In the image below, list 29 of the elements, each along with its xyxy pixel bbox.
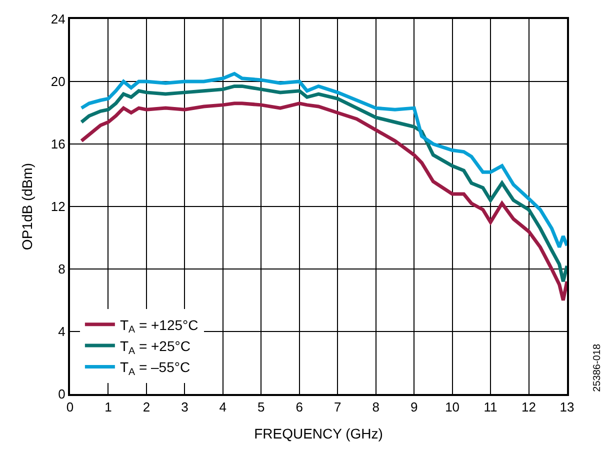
x-tick-label: 10 bbox=[445, 400, 460, 415]
legend-label: T$_{A}$ = +125°C bbox=[120, 316, 198, 336]
y-tick-label: 12 bbox=[50, 199, 66, 214]
line-series bbox=[80, 72, 567, 249]
y-tick-label: 20 bbox=[50, 74, 66, 90]
y-tick-label: 4 bbox=[58, 324, 66, 340]
x-tick-label: 8 bbox=[372, 400, 380, 415]
x-tick-label: 9 bbox=[410, 400, 418, 415]
x-tick-label: 5 bbox=[258, 400, 265, 415]
x-tick-label: 7 bbox=[334, 400, 342, 415]
x-tick-label: 11 bbox=[484, 400, 498, 415]
x-tick-label: 4 bbox=[219, 400, 227, 415]
x-axis-title: FREQUENCY (GHz) bbox=[254, 425, 383, 442]
text: 25386-018 bbox=[592, 344, 603, 392]
x-tick-label: 6 bbox=[296, 400, 303, 415]
y-tick-label: 16 bbox=[50, 136, 66, 152]
line-series bbox=[80, 84, 567, 284]
y-tick-label: 24 bbox=[50, 12, 66, 27]
x-tick-label: 3 bbox=[181, 400, 188, 415]
x-tick-label: 1 bbox=[104, 400, 112, 415]
x-tick-label: 13 bbox=[560, 400, 574, 415]
legend-label: T$_{A}$ = –55°C bbox=[120, 359, 190, 378]
y-axis-title: OP1dB (dBm) bbox=[19, 162, 36, 250]
x-tick-label: 12 bbox=[522, 400, 536, 415]
legend-label: T$_{A}$ = +25°C bbox=[120, 338, 190, 357]
line-series bbox=[80, 102, 567, 302]
y-tick-label: 0 bbox=[58, 386, 66, 402]
x-tick-label: 2 bbox=[142, 400, 150, 415]
y-tick-label: 8 bbox=[58, 262, 66, 277]
